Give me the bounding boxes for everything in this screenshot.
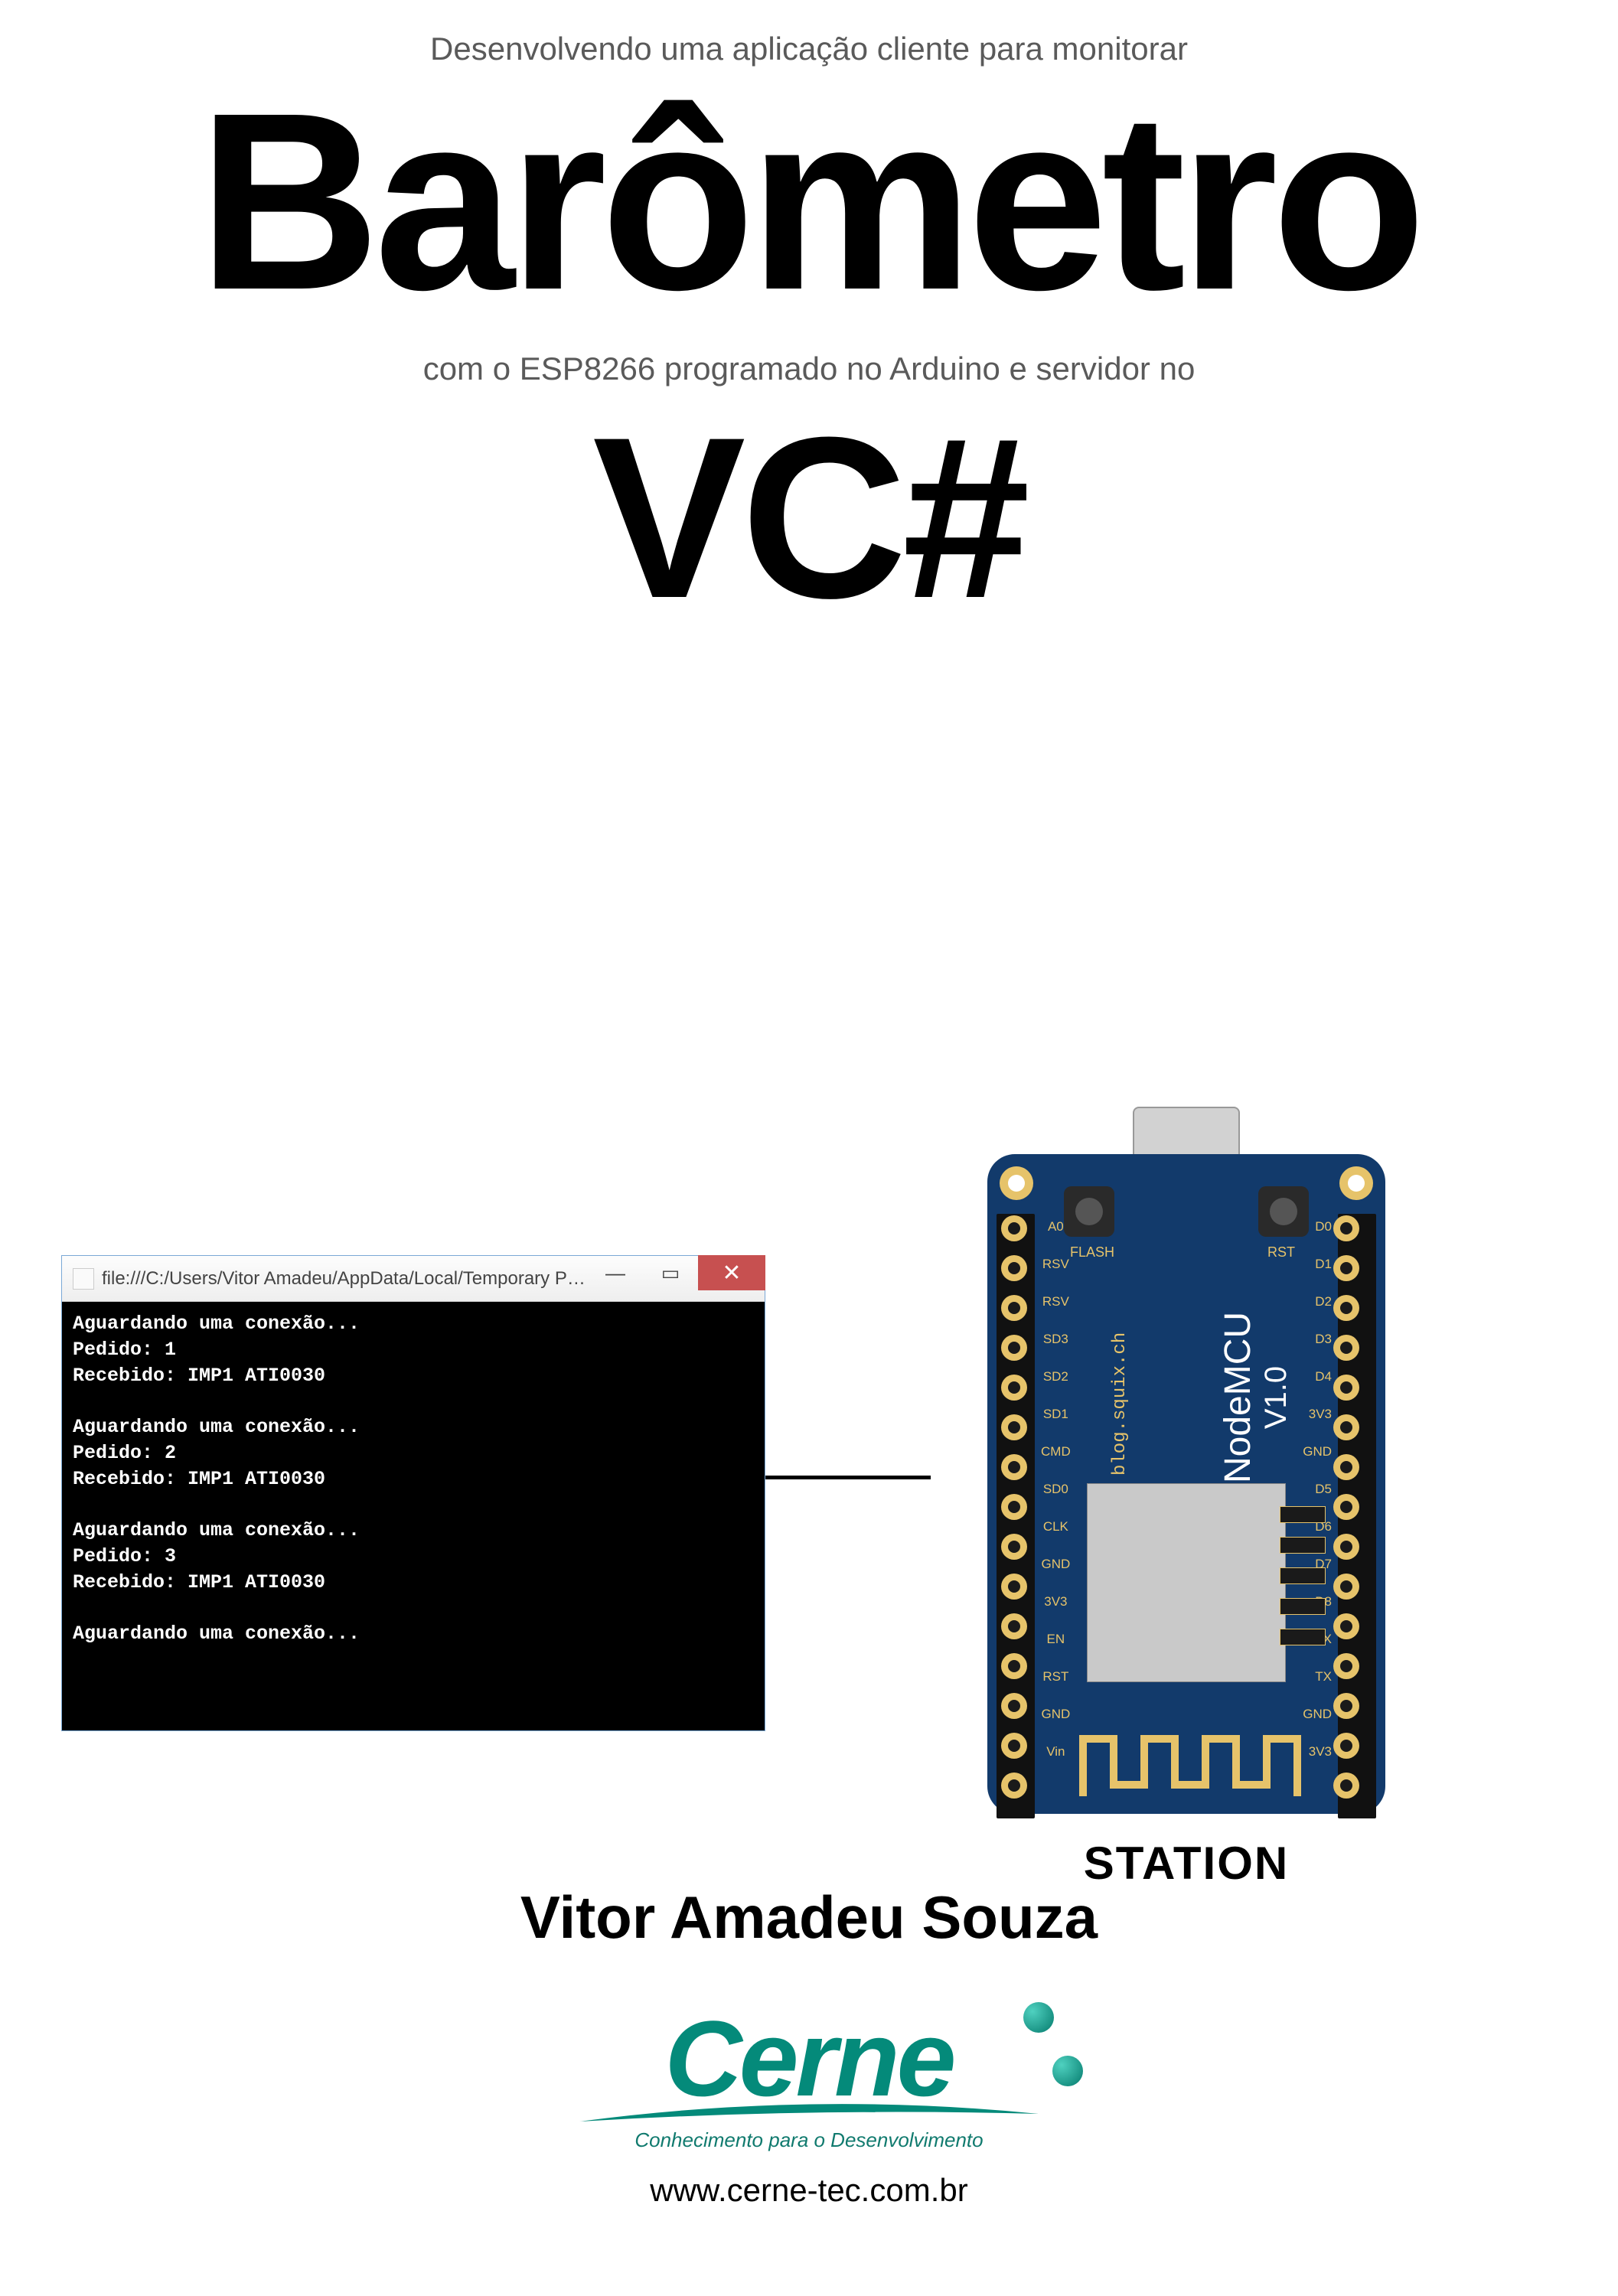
rst-label: RST <box>1267 1244 1295 1261</box>
pin-hole <box>1333 1454 1359 1480</box>
maximize-button[interactable] <box>643 1256 698 1290</box>
pin-hole <box>1001 1574 1027 1600</box>
pin-hole <box>1333 1295 1359 1321</box>
silk-blog: blog.squix.ch <box>1110 1332 1130 1476</box>
author-name: Vitor Amadeu Souza <box>0 1883 1618 1952</box>
pin-label: EN <box>1041 1632 1071 1645</box>
publisher-logo-block: Cerne Conhecimento para o Desenvolviment… <box>0 2005 1618 2209</box>
title-barometro: Barômetro <box>0 75 1618 328</box>
pin-hole <box>1001 1653 1027 1679</box>
pin-hole <box>1333 1534 1359 1560</box>
pin-label: RSV <box>1041 1295 1071 1308</box>
pin-hole <box>1333 1375 1359 1401</box>
close-button[interactable] <box>698 1255 765 1290</box>
pcb: FLASH RST A0 RSV RSV SD3 SD2 SD1 CMD SD0 CLK GND 3… <box>987 1154 1385 1814</box>
pin-label: 3V3 <box>1303 1407 1332 1420</box>
logo-dot <box>1052 2056 1083 2086</box>
diagram-row: file:///C:/Users/Vitor Amadeu/AppData/Lo… <box>0 1163 1618 1852</box>
flash-button[interactable] <box>1064 1186 1114 1237</box>
mount-hole <box>1339 1166 1373 1200</box>
pin-hole <box>1333 1693 1359 1719</box>
pin-hole <box>1001 1494 1027 1520</box>
pin-hole <box>1333 1574 1359 1600</box>
usb-port <box>1133 1107 1240 1160</box>
pin-label: SD1 <box>1041 1407 1071 1420</box>
pin-hole <box>1001 1215 1027 1241</box>
pin-hole <box>1001 1414 1027 1440</box>
pin-hole <box>1001 1733 1027 1759</box>
pin-hole <box>1001 1375 1027 1401</box>
station-label: STATION <box>931 1837 1442 1890</box>
pin-hole <box>1001 1613 1027 1639</box>
pin-label: CLK <box>1041 1520 1071 1533</box>
connector-line <box>765 1476 931 1479</box>
publisher-url: www.cerne-tec.com.br <box>0 2172 1618 2209</box>
pin-label: D5 <box>1303 1482 1332 1495</box>
pin-hole <box>1333 1653 1359 1679</box>
window-title: file:///C:/Users/Vitor Amadeu/AppData/Lo… <box>102 1268 588 1290</box>
pin-label: SD2 <box>1041 1370 1071 1383</box>
pin-hole <box>1333 1773 1359 1799</box>
pin-label: Vin <box>1041 1745 1071 1758</box>
minimize-button[interactable] <box>588 1256 643 1290</box>
console-window: file:///C:/Users/Vitor Amadeu/AppData/Lo… <box>61 1255 765 1731</box>
pin-label: GND <box>1041 1707 1071 1720</box>
pin-label: SD0 <box>1041 1482 1071 1495</box>
window-buttons <box>588 1256 765 1301</box>
pin-holes-right <box>1333 1215 1372 1799</box>
pin-hole <box>1001 1693 1027 1719</box>
pin-hole <box>1333 1255 1359 1281</box>
pin-label: CMD <box>1041 1445 1071 1458</box>
subtitle-2: com o ESP8266 programado no Arduino e se… <box>0 351 1618 387</box>
window-titlebar: file:///C:/Users/Vitor Amadeu/AppData/Lo… <box>62 1256 765 1302</box>
pin-hole <box>1001 1534 1027 1560</box>
pin-label: GND <box>1303 1445 1332 1458</box>
flash-label: FLASH <box>1070 1244 1114 1261</box>
pin-label: RST <box>1041 1670 1071 1683</box>
pin-label: D3 <box>1303 1332 1332 1345</box>
pin-label: D4 <box>1303 1370 1332 1383</box>
reset-button[interactable] <box>1258 1186 1309 1237</box>
pin-label: D2 <box>1303 1295 1332 1308</box>
pin-label: GND <box>1303 1707 1332 1720</box>
console-output: Aguardando uma conexão... Pedido: 1 Rece… <box>62 1302 765 1730</box>
pin-label: RSV <box>1041 1257 1071 1270</box>
pin-hole <box>1001 1335 1027 1361</box>
logo-dot <box>1023 2002 1054 2033</box>
pin-hole <box>1333 1733 1359 1759</box>
pcb-antenna <box>1079 1724 1324 1800</box>
pin-hole <box>1001 1295 1027 1321</box>
pin-label: A0 <box>1041 1220 1071 1233</box>
pin-label: 3V3 <box>1041 1595 1071 1608</box>
logo-tagline: Conhecimento para o Desenvolvimento <box>572 2128 1046 2152</box>
pin-hole <box>1001 1773 1027 1799</box>
pin-hole <box>1001 1454 1027 1480</box>
logo-swoosh <box>572 2099 1046 2129</box>
pin-holes-left <box>1001 1215 1039 1799</box>
pin-labels-right: D0D1D2D3D43V3GNDD5D6D7D8RXTXGND3V3 <box>1303 1220 1332 1758</box>
title-vcsharp: VC# <box>0 403 1618 632</box>
pin-label: SD3 <box>1041 1332 1071 1345</box>
cerne-logo: Cerne Conhecimento para o Desenvolviment… <box>572 2005 1046 2152</box>
silk-nodemcu: NodeMCU V1.0 <box>1217 1312 1293 1483</box>
cerne-wordmark: Cerne <box>572 2005 1046 2112</box>
esp-shield <box>1087 1483 1286 1682</box>
nodemcu-board: FLASH RST A0 RSV RSV SD3 SD2 SD1 CMD SD0 CLK GND 3… <box>987 1133 1385 1814</box>
nodemcu-block: FLASH RST A0 RSV RSV SD3 SD2 SD1 CMD SD0 CLK GND 3… <box>931 1133 1442 1890</box>
pin-hole <box>1333 1335 1359 1361</box>
pin-hole <box>1333 1613 1359 1639</box>
header-block: Desenvolvendo uma aplicação cliente para… <box>0 0 1618 632</box>
pin-label: GND <box>1041 1557 1071 1570</box>
app-icon <box>73 1268 94 1290</box>
pin-label: D1 <box>1303 1257 1332 1270</box>
pin-hole <box>1333 1414 1359 1440</box>
pin-hole <box>1333 1215 1359 1241</box>
pin-hole <box>1001 1255 1027 1281</box>
pin-label: D0 <box>1303 1220 1332 1233</box>
mount-hole <box>1000 1166 1033 1200</box>
pin-labels-left: A0 RSV RSV SD3 SD2 SD1 CMD SD0 CLK GND 3V3 EN RST GND… <box>1041 1220 1071 1758</box>
pin-label: TX <box>1303 1670 1332 1683</box>
pin-hole <box>1333 1494 1359 1520</box>
smd-components <box>1280 1506 1326 1645</box>
